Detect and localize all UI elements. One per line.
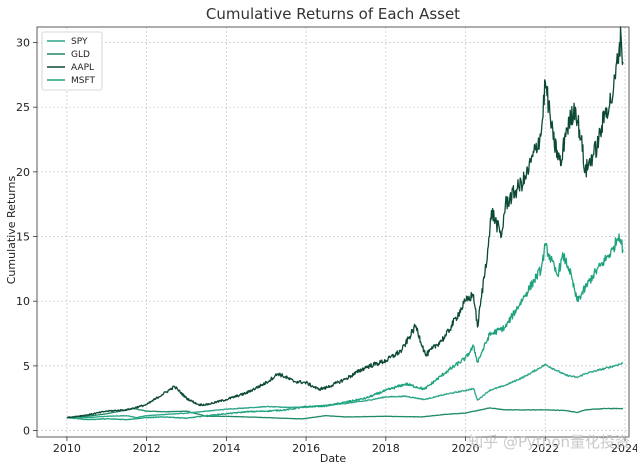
legend-label-spy: SPY (71, 37, 88, 47)
x-tick-label: 2012 (133, 442, 161, 455)
x-tick-label: 2018 (372, 442, 400, 455)
chart-title: Cumulative Returns of Each Asset (206, 5, 460, 23)
grid-lines (37, 27, 629, 437)
x-tick-label: 2010 (53, 442, 81, 455)
y-tick-label: 5 (23, 360, 30, 373)
axis-ticks: 2010 2012 2014 2016 2018 2020 2022 2024 0 5 10 15 20… (16, 37, 637, 455)
x-tick-label: 2020 (452, 442, 480, 455)
y-axis-label: Cumulative Returns (5, 175, 18, 284)
y-tick-label: 0 (23, 425, 30, 438)
y-tick-label: 15 (16, 231, 30, 244)
series-line-msft (66, 233, 624, 421)
x-axis-label: Date (320, 452, 347, 465)
y-tick-label: 30 (16, 37, 30, 50)
series-lines (66, 26, 624, 421)
series-line-gld (66, 407, 624, 420)
y-tick-label: 10 (16, 295, 30, 308)
legend-label-gld: GLD (71, 50, 90, 60)
x-tick-label: 2024 (611, 442, 637, 455)
legend-box (41, 31, 103, 91)
y-tick-label: 25 (16, 101, 30, 114)
legend: SPY GLD AAPL MSFT (41, 31, 103, 91)
legend-label-aapl: AAPL (71, 63, 94, 73)
x-tick-label: 2014 (212, 442, 240, 455)
legend-label-msft: MSFT (71, 76, 95, 86)
series-line-aapl (66, 26, 624, 419)
series-line-spy (66, 362, 624, 419)
y-tick-label: 20 (16, 166, 30, 179)
watermark-text: 知乎 @Python量化投资 (468, 433, 630, 451)
x-tick-label: 2022 (531, 442, 559, 455)
plot-area-frame (36, 26, 630, 438)
x-tick-label: 2016 (292, 442, 320, 455)
